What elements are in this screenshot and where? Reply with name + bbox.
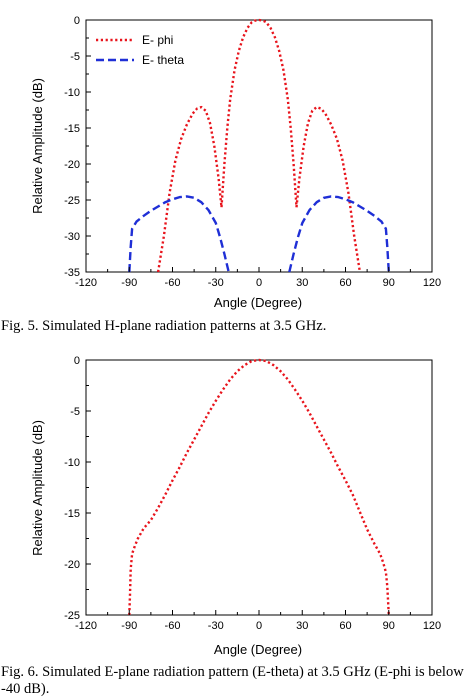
y-tick-label: -10 bbox=[64, 457, 80, 469]
y-tick-label: 0 bbox=[74, 355, 80, 367]
x-tick-label: -60 bbox=[165, 277, 181, 289]
h-plane-chart: -120 -90 -60 -30 0 30 60 90 120 0 -5 -10 -15 -20 -25 -… bbox=[30, 15, 441, 310]
y-tick-label: -25 bbox=[64, 195, 80, 207]
x-ticks: -120 -90 -60 -30 0 30 60 90 120 bbox=[75, 610, 441, 632]
legend-label: E- phi bbox=[142, 33, 173, 47]
x-tick-label: 60 bbox=[339, 620, 351, 632]
x-tick-label: 120 bbox=[423, 620, 441, 632]
y-tick-label: -5 bbox=[70, 406, 80, 418]
series-line-e-phi bbox=[220, 18, 298, 208]
plot-area-border bbox=[85, 19, 433, 273]
x-tick-label: 30 bbox=[296, 277, 308, 289]
y-ticks: 0 -5 -10 -15 -20 -25 bbox=[64, 355, 91, 622]
e-plane-chart: -120 -90 -60 -30 0 30 60 90 120 0-5-10-15-20-25 … bbox=[30, 355, 441, 657]
y-tick-label: -15 bbox=[64, 123, 80, 135]
x-tick-label: 0 bbox=[256, 277, 262, 289]
x-tick-label: 90 bbox=[383, 277, 395, 289]
series-line-e-theta bbox=[288, 195, 390, 273]
x-tick-label: -120 bbox=[75, 277, 97, 289]
plot-frame bbox=[85, 359, 433, 616]
x-tick-label: -120 bbox=[75, 620, 97, 632]
y-tick-label: -10 bbox=[64, 87, 80, 99]
legend: E- phi E- theta bbox=[96, 33, 184, 67]
x-tick-label: -90 bbox=[121, 620, 137, 632]
x-axis-label: Angle (Degree) bbox=[214, 295, 302, 310]
y-axis-label: Relative Amplitude (dB) bbox=[30, 78, 45, 214]
y-tick-label: -30 bbox=[64, 231, 80, 243]
series-lines bbox=[128, 18, 390, 273]
x-tick-label: -90 bbox=[121, 277, 137, 289]
y-tick-label: -20 bbox=[64, 159, 80, 171]
y-ticks: 0 -5 -10 -15 -20 -25 -30 -35 bbox=[64, 15, 91, 279]
y-tick-label: -25 bbox=[64, 610, 80, 622]
x-axis-label: Angle (Degree) bbox=[214, 642, 302, 657]
y-tick-label: 0 bbox=[74, 15, 80, 27]
series-line-e-phi bbox=[156, 105, 223, 273]
y-axis-label: Relative Amplitude (dB) bbox=[30, 420, 45, 556]
plot-area-border bbox=[85, 359, 433, 616]
x-tick-label: 30 bbox=[296, 620, 308, 632]
y-tick-label: -20 bbox=[64, 559, 80, 571]
series-lines bbox=[128, 358, 390, 616]
series-line-e-phi bbox=[295, 105, 362, 273]
y-tick-label: -35 bbox=[64, 267, 80, 279]
x-tick-label: 90 bbox=[383, 620, 395, 632]
series-line-curve bbox=[128, 358, 390, 616]
legend-label: E- theta bbox=[142, 53, 184, 67]
x-tick-label: -30 bbox=[208, 620, 224, 632]
x-tick-label: 120 bbox=[423, 277, 441, 289]
x-tick-label: 60 bbox=[339, 277, 351, 289]
figure-5-caption: Fig. 5. Simulated H-plane radiation patt… bbox=[1, 318, 327, 334]
plot-frame bbox=[85, 19, 433, 273]
x-ticks: -120 -90 -60 -30 0 30 60 90 120 bbox=[75, 267, 441, 289]
series-line-e-theta bbox=[128, 195, 230, 273]
x-tick-label: 0 bbox=[256, 620, 262, 632]
figure-6-caption: Fig. 6. Simulated E-plane radiation patt… bbox=[1, 664, 464, 697]
y-tick-label: -5 bbox=[70, 51, 80, 63]
x-tick-label: -60 bbox=[165, 620, 181, 632]
y-tick-label: -15 bbox=[64, 508, 80, 520]
x-tick-label: -30 bbox=[208, 277, 224, 289]
